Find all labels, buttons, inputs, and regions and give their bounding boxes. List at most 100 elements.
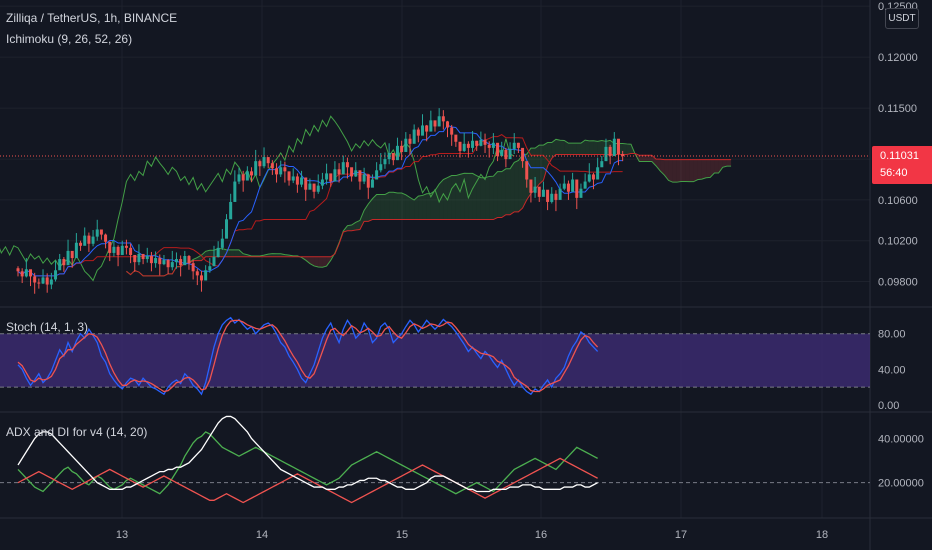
candle-body [279,167,283,175]
candle-body [49,279,53,285]
adx-line [17,415,598,493]
senkou-span-a [126,138,732,277]
candle-body [400,145,404,152]
candle-body [179,259,183,266]
candle-body [446,121,450,128]
ichimoku-cloud [401,193,406,220]
ichimoku-cloud [480,177,486,220]
ichimoku-cloud [205,250,210,257]
ichimoku-cloud [443,177,448,220]
candle-body [566,183,570,192]
ichimoku-cloud [389,192,394,220]
candle-body [250,171,254,176]
time-tick-label: 13 [116,529,128,541]
adx-tick-label: 20.00000 [878,478,924,490]
candle-body [291,176,295,181]
ichimoku-cloud [580,140,586,155]
ichimoku-cloud [380,194,385,220]
candle-body [616,138,620,155]
time-tick-label: 17 [675,529,687,541]
ichimoku-cloud [651,155,657,166]
ichimoku-cloud [510,162,515,215]
ichimoku-legend[interactable]: Ichimoku (9, 26, 52, 26) [6,32,133,46]
stoch-tick-label: 80.00 [878,329,906,341]
chart-title: Zilliqa / TetherUS, 1h, BINANCE [6,11,178,25]
candle-body [441,116,445,122]
candle-body [258,161,262,167]
currency-selector[interactable]: USDT [885,8,919,29]
candle-body [391,152,395,161]
ichimoku-cloud [468,173,473,220]
ichimoku-cloud [639,155,644,162]
kijun-sen [17,134,623,277]
ichimoku-cloud [439,179,444,220]
ichimoku-cloud [722,159,727,168]
candle-body [516,142,520,148]
ichimoku-cloud [718,159,723,174]
candle-body [112,246,116,253]
ichimoku-cloud [405,194,410,220]
candle-body [54,270,58,280]
price-tick-label: 0.10200 [878,236,918,248]
ichimoku-cloud [430,190,435,220]
candle-body [233,181,237,202]
candle-body [220,238,224,248]
candle-body [149,256,153,264]
candle-body [37,282,41,284]
candle-body [124,245,128,248]
candle-body [354,170,358,177]
ichimoku-cloud [455,174,461,220]
ichimoku-cloud [414,196,419,220]
ichimoku-cloud [372,194,377,220]
candle-body [262,157,266,167]
ichimoku-cloud [447,175,452,220]
candle-body [216,247,220,258]
candle-body [225,219,228,239]
time-tick-label: 16 [535,529,547,541]
time-tick-label: 14 [256,529,268,541]
candle-body [550,193,554,202]
candle-body [120,245,124,255]
candle-body [316,185,320,192]
candle-body [295,176,299,185]
candle-body [596,167,600,180]
ichimoku-cloud [706,159,711,178]
candle-body [583,181,587,189]
ichimoku-cloud [209,250,214,257]
ichimoku-cloud [668,159,673,183]
ichimoku-cloud [568,143,573,155]
candle-body [533,186,537,193]
candle-body [191,263,195,272]
ichimoku-cloud [472,173,477,220]
candle-body [79,242,83,246]
candle-body [383,159,387,165]
ichimoku-cloud [485,176,490,220]
candle-body [241,174,245,181]
candle-body [91,236,95,244]
stoch-legend[interactable]: Stoch (14, 1, 3) [6,320,89,334]
adx-legend[interactable]: ADX and DI for v4 (14, 20) [6,425,148,439]
candle-body [475,140,479,146]
candle-body [287,171,291,181]
ichimoku-cloud [689,159,694,182]
candle-body [333,169,337,182]
ichimoku-cloud [589,140,594,155]
candle-body [183,256,187,266]
ichimoku-cloud [710,159,715,178]
ichimoku-cloud [201,251,206,261]
candle-body [462,143,466,151]
ichimoku-cloud [622,143,627,155]
candle-body [62,259,66,266]
candle-body [350,167,354,177]
candle-body [199,275,203,281]
ichimoku-cloud [685,159,690,182]
ichimoku-cloud [551,139,556,159]
candle-body [521,147,525,162]
price-tick-label: 0.12000 [878,52,918,64]
candle-body [496,142,500,157]
candle-body [375,170,379,180]
candle-body [29,269,33,277]
candle-body [325,173,329,180]
